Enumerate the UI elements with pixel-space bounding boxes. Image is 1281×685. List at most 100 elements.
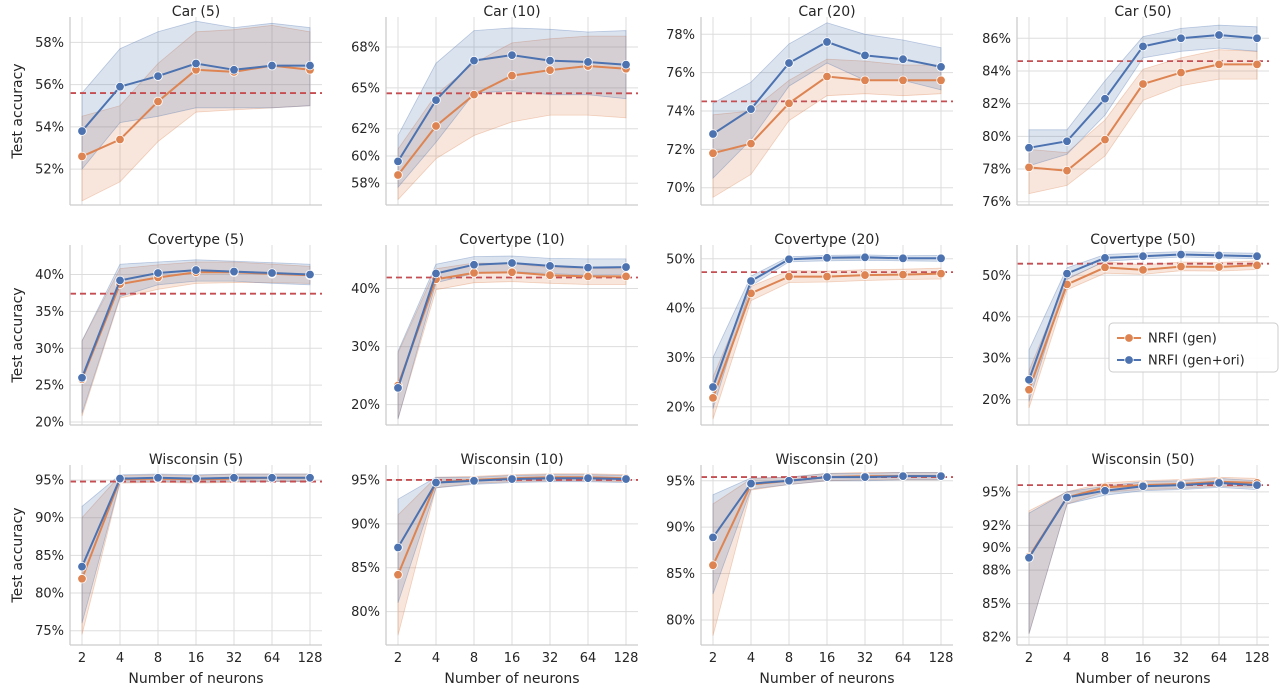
data-point-gen — [153, 96, 163, 107]
x-tick-label: 64 — [580, 651, 597, 666]
data-point-gen-ori — [936, 62, 946, 72]
data-point-gen-ori — [431, 477, 441, 488]
data-point-gen — [507, 267, 517, 277]
data-point-gen — [545, 270, 555, 280]
data-point-gen — [469, 268, 479, 278]
panel-title: Car (10) — [483, 4, 540, 20]
data-point-gen-ori — [305, 60, 315, 71]
y-tick-label: 54% — [35, 120, 64, 135]
panel-title: Covertype (50) — [1090, 232, 1195, 248]
x-tick-label: 16 — [504, 651, 521, 666]
data-point-gen-ori — [229, 473, 239, 483]
panel-title: Car (5) — [172, 4, 220, 20]
x-tick-label: 32 — [857, 651, 874, 666]
data-point-gen-ori — [822, 472, 832, 482]
panel-title: Car (20) — [798, 4, 855, 20]
x-tick-label: 32 — [226, 651, 243, 666]
data-point-gen-ori — [784, 254, 794, 265]
y-tick-label: 40% — [982, 310, 1011, 325]
confidence-band-gen — [712, 58, 942, 199]
data-point-gen-ori — [708, 382, 718, 392]
y-tick-label: 72% — [666, 143, 695, 158]
y-tick-label: 76% — [982, 195, 1011, 210]
data-point-gen — [115, 134, 125, 145]
x-tick-label: 128 — [614, 651, 639, 666]
x-tick-label: 4 — [116, 651, 124, 666]
data-point-gen — [860, 75, 870, 86]
data-point-gen-ori — [469, 55, 479, 66]
data-point-gen-ori — [393, 383, 403, 393]
data-point-gen-ori — [583, 57, 593, 67]
x-tick-label: 2 — [709, 651, 717, 666]
panel-title: Wisconsin (20) — [775, 452, 878, 468]
data-point-gen-ori — [267, 60, 277, 71]
y-tick-label: 80% — [666, 613, 695, 628]
data-point-gen — [77, 574, 87, 584]
subplot-9: 75% 80% 85% 90% 95% 2 4 8 16 32 64 128 Wisconsin (5)… — [10, 452, 322, 685]
data-point-gen — [1214, 59, 1224, 70]
data-point-gen-ori — [115, 82, 125, 92]
data-point-gen — [507, 70, 517, 81]
y-tick-label: 76% — [666, 66, 695, 81]
data-point-gen-ori — [1062, 268, 1072, 279]
y-axis-label: Test accuracy — [10, 507, 26, 603]
x-tick-label: 2 — [1025, 651, 1033, 666]
y-tick-label: 84% — [982, 64, 1011, 79]
y-axis-label: Test accuracy — [10, 63, 26, 159]
data-point-gen-ori — [1024, 375, 1034, 385]
data-point-gen-ori — [822, 37, 832, 47]
y-tick-label: 95% — [666, 474, 695, 489]
confidence-band-gen — [1028, 49, 1258, 195]
data-point-gen — [1062, 165, 1072, 176]
panel-title: Car (50) — [1114, 4, 1171, 20]
data-point-gen-ori — [191, 473, 201, 484]
y-tick-label: 58% — [351, 177, 380, 192]
confidence-band-gen — [397, 35, 627, 201]
data-point-gen-ori — [1138, 481, 1148, 491]
subplot-4: 76% 78% 80% 82% 84% 86% Car (50) — [982, 4, 1269, 210]
data-point-gen-ori — [267, 268, 277, 278]
y-tick-label: 35% — [35, 305, 64, 320]
x-axis-label: Number of neurons — [128, 671, 263, 685]
x-tick-label: 2 — [394, 651, 402, 666]
x-tick-label: 16 — [1135, 651, 1152, 666]
y-tick-label: 30% — [982, 352, 1011, 367]
data-point-gen-ori — [1214, 250, 1224, 261]
x-tick-label: 128 — [929, 651, 954, 666]
y-tick-label: 70% — [666, 181, 695, 196]
subplot-1: 52% 54% 56% 58% Car (5) Test accuracy — [10, 4, 322, 206]
y-tick-label: 86% — [982, 32, 1011, 47]
data-point-gen-ori — [822, 253, 832, 263]
data-point-gen-ori — [77, 126, 87, 136]
data-point-gen — [469, 89, 479, 100]
data-point-gen-ori — [936, 471, 946, 481]
data-point-gen — [708, 393, 718, 403]
y-tick-label: 68% — [351, 40, 380, 55]
data-point-gen — [784, 98, 794, 109]
data-point-gen-ori — [708, 532, 718, 543]
data-point-gen-ori — [1252, 251, 1262, 261]
confidence-band-gen — [81, 261, 311, 417]
subplot-12: 82% 85% 88% 90% 92% 95% 2 4 8 16 32 64 128 Wisconsin … — [982, 452, 1269, 685]
data-point-gen-ori — [708, 129, 718, 139]
legend: NRFI (gen) NRFI (gen+ori) — [1108, 322, 1279, 373]
data-point-gen — [1176, 261, 1186, 272]
x-tick-label: 128 — [1245, 651, 1270, 666]
data-point-gen-ori — [621, 262, 631, 272]
y-tick-label: 90% — [351, 517, 380, 532]
x-axis-label: Number of neurons — [444, 671, 579, 685]
data-point-gen-ori — [1176, 249, 1186, 260]
y-tick-label: 20% — [666, 400, 695, 415]
data-point-gen-ori — [746, 276, 756, 286]
x-tick-label: 8 — [1101, 651, 1109, 666]
data-point-gen-ori — [1252, 480, 1262, 490]
data-point-gen — [936, 268, 946, 279]
data-point-gen-ori — [1062, 136, 1072, 146]
x-tick-label: 128 — [298, 651, 323, 666]
data-point-gen — [898, 269, 908, 280]
x-tick-label: 64 — [1211, 651, 1228, 666]
data-point-gen-ori — [507, 50, 517, 60]
y-tick-label: 58% — [35, 36, 64, 51]
data-point-gen-ori — [898, 253, 908, 264]
